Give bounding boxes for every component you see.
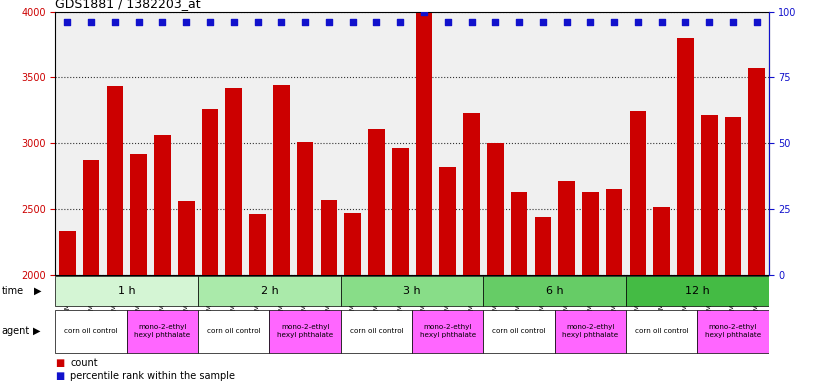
Bar xyxy=(341,276,483,306)
Point xyxy=(560,19,573,25)
Bar xyxy=(55,310,126,353)
Bar xyxy=(440,167,456,275)
Text: corn oil control: corn oil control xyxy=(207,328,260,334)
Point xyxy=(393,19,406,25)
Point xyxy=(227,19,240,25)
Bar xyxy=(582,192,599,275)
Point xyxy=(156,19,169,25)
Point xyxy=(370,19,383,25)
Point xyxy=(251,19,264,25)
Point xyxy=(180,19,193,25)
Text: 6 h: 6 h xyxy=(546,286,564,296)
Text: GDS1881 / 1382203_at: GDS1881 / 1382203_at xyxy=(55,0,201,10)
Bar xyxy=(511,192,527,275)
Point xyxy=(132,19,145,25)
Point xyxy=(346,19,359,25)
Bar xyxy=(392,148,409,275)
Point xyxy=(109,19,122,25)
Bar xyxy=(202,109,219,275)
Point xyxy=(322,19,335,25)
Bar xyxy=(412,310,483,353)
Bar xyxy=(341,310,412,353)
Point xyxy=(489,19,502,25)
Text: time: time xyxy=(2,286,24,296)
Bar xyxy=(483,276,626,306)
Bar xyxy=(131,154,147,275)
Text: 3 h: 3 h xyxy=(403,286,421,296)
Bar xyxy=(249,214,266,275)
Text: mono-2-ethyl
hexyl phthalate: mono-2-ethyl hexyl phthalate xyxy=(705,324,761,338)
Point xyxy=(536,19,549,25)
Bar xyxy=(483,310,555,353)
Bar xyxy=(701,116,717,275)
Bar xyxy=(698,310,769,353)
Point xyxy=(465,19,478,25)
Text: corn oil control: corn oil control xyxy=(64,328,118,334)
Bar xyxy=(198,276,341,306)
Bar xyxy=(626,310,698,353)
Bar xyxy=(55,276,198,306)
Bar xyxy=(463,113,480,275)
Text: mono-2-ethyl
hexyl phthalate: mono-2-ethyl hexyl phthalate xyxy=(419,324,476,338)
Text: ■: ■ xyxy=(55,371,64,381)
Bar xyxy=(558,181,575,275)
Point xyxy=(726,19,739,25)
Bar xyxy=(487,143,503,275)
Bar xyxy=(321,200,337,275)
Text: ■: ■ xyxy=(55,358,64,368)
Bar xyxy=(273,85,290,275)
Bar xyxy=(654,207,670,275)
Point xyxy=(632,19,645,25)
Text: corn oil control: corn oil control xyxy=(492,328,546,334)
Bar xyxy=(725,117,741,275)
Point xyxy=(418,8,431,15)
Text: 12 h: 12 h xyxy=(685,286,710,296)
Text: mono-2-ethyl
hexyl phthalate: mono-2-ethyl hexyl phthalate xyxy=(135,324,191,338)
Bar xyxy=(555,310,626,353)
Point xyxy=(655,19,668,25)
Point xyxy=(703,19,716,25)
Point xyxy=(679,19,692,25)
Point xyxy=(608,19,621,25)
Point xyxy=(299,19,312,25)
Text: 1 h: 1 h xyxy=(118,286,135,296)
Bar xyxy=(748,68,765,275)
Bar xyxy=(198,310,269,353)
Bar xyxy=(154,135,171,275)
Bar xyxy=(605,189,623,275)
Bar xyxy=(368,129,384,275)
Bar xyxy=(59,231,76,275)
Bar xyxy=(269,310,341,353)
Bar xyxy=(178,201,194,275)
Point xyxy=(85,19,98,25)
Text: corn oil control: corn oil control xyxy=(635,328,689,334)
Bar xyxy=(630,111,646,275)
Text: ▶: ▶ xyxy=(34,286,42,296)
Point xyxy=(512,19,526,25)
Text: count: count xyxy=(70,358,98,368)
Bar xyxy=(344,213,361,275)
Point xyxy=(583,19,596,25)
Bar xyxy=(626,276,769,306)
Bar xyxy=(126,310,198,353)
Text: mono-2-ethyl
hexyl phthalate: mono-2-ethyl hexyl phthalate xyxy=(277,324,333,338)
Bar xyxy=(225,88,242,275)
Point xyxy=(61,19,74,25)
Bar xyxy=(677,38,694,275)
Text: percentile rank within the sample: percentile rank within the sample xyxy=(70,371,235,381)
Point xyxy=(441,19,455,25)
Point xyxy=(203,19,216,25)
Point xyxy=(750,19,763,25)
Text: agent: agent xyxy=(2,326,30,336)
Text: ▶: ▶ xyxy=(33,326,40,336)
Text: corn oil control: corn oil control xyxy=(349,328,403,334)
Bar xyxy=(107,86,123,275)
Bar xyxy=(415,13,432,275)
Text: 2 h: 2 h xyxy=(260,286,278,296)
Bar xyxy=(534,217,551,275)
Bar xyxy=(83,160,100,275)
Point xyxy=(275,19,288,25)
Text: mono-2-ethyl
hexyl phthalate: mono-2-ethyl hexyl phthalate xyxy=(562,324,619,338)
Bar xyxy=(297,142,313,275)
